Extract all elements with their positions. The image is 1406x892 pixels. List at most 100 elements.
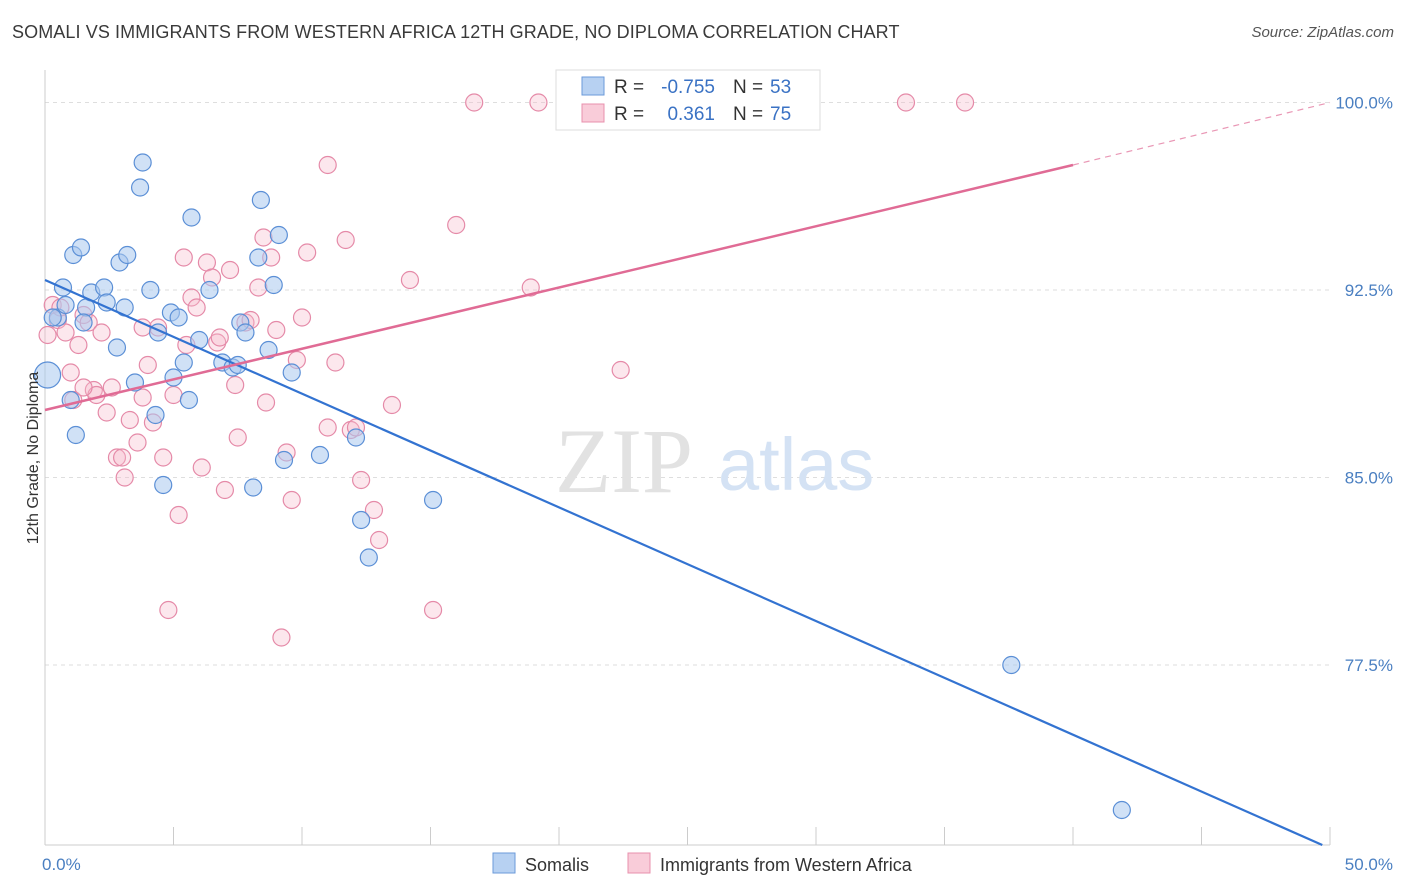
point-somali <box>154 475 173 495</box>
legend-n-waf: 75 <box>770 104 791 125</box>
point-waf <box>955 93 975 112</box>
point-waf <box>465 93 484 112</box>
point-waf <box>174 248 193 267</box>
point-somali <box>249 248 268 267</box>
point-somali <box>141 280 160 300</box>
y-tick-labels: 77.5% 85.0% 92.5% 100.0% <box>1335 94 1393 676</box>
trend-waf <box>44 163 1074 412</box>
point-somali <box>71 238 91 257</box>
point-waf <box>529 93 548 112</box>
point-waf <box>115 468 134 487</box>
point-somali <box>269 225 288 245</box>
point-waf <box>182 288 201 307</box>
legend-n-label: N = <box>733 77 763 98</box>
point-waf <box>210 328 229 347</box>
point-waf <box>352 470 371 490</box>
point-waf <box>226 375 245 395</box>
trend-lines <box>44 101 1331 847</box>
point-waf <box>128 433 147 452</box>
chart-title: SOMALI VS IMMIGRANTS FROM WESTERN AFRICA… <box>12 22 900 42</box>
point-waf <box>138 355 157 375</box>
point-somali <box>200 280 219 300</box>
watermark-atlas: atlas <box>718 423 874 506</box>
legend-bottom: Somalis Immigrants from Western Africa <box>492 852 913 875</box>
point-waf <box>169 505 188 525</box>
legend-r-label: R = <box>614 77 644 98</box>
point-waf <box>74 378 93 397</box>
point-waf <box>521 278 540 297</box>
x-tick-label: 0.0% <box>42 855 81 874</box>
point-waf <box>254 228 273 247</box>
legend-top: R = -0.755 N = 53 R = 0.361 N = 75 <box>555 69 821 131</box>
legend-bottom-waf: Immigrants from Western Africa <box>660 855 913 875</box>
point-somali <box>133 153 152 172</box>
point-waf <box>159 600 178 620</box>
chart-source: Source: ZipAtlas.com <box>1251 24 1394 41</box>
y-axis-label: 12th Grade, No Diploma <box>25 372 42 545</box>
point-waf <box>120 410 139 430</box>
legend-swatch-waf <box>581 103 605 123</box>
point-waf <box>164 385 183 405</box>
point-somali <box>282 363 301 382</box>
point-somali <box>33 361 62 389</box>
point-waf <box>112 448 132 467</box>
point-somali <box>346 428 366 447</box>
point-somali <box>146 405 165 425</box>
point-somali <box>259 340 278 360</box>
point-somali <box>66 425 85 445</box>
point-somali <box>359 548 378 567</box>
legend-bottom-swatch-waf <box>627 852 651 874</box>
point-waf <box>220 260 240 280</box>
legend-bottom-somalis: Somalis <box>525 855 589 875</box>
point-waf <box>336 230 355 250</box>
point-waf <box>318 155 337 175</box>
point-waf <box>611 360 630 380</box>
point-somali <box>107 338 127 357</box>
trend-somalis <box>44 278 1323 847</box>
point-waf <box>56 323 75 342</box>
point-waf <box>326 353 345 372</box>
point-somali <box>310 445 330 465</box>
point-waf <box>69 335 88 355</box>
point-waf <box>292 308 312 327</box>
point-waf <box>249 278 268 297</box>
x-tick-label: 50.0% <box>1345 855 1393 874</box>
point-somali <box>274 450 294 470</box>
legend-n-label-2: N = <box>733 104 763 125</box>
point-somali <box>1112 800 1131 820</box>
point-somali <box>130 178 150 197</box>
point-waf <box>267 320 286 340</box>
point-waf <box>272 628 291 647</box>
axes <box>44 70 1331 846</box>
point-waf <box>400 270 420 290</box>
point-waf <box>228 428 247 447</box>
point-waf <box>208 333 227 352</box>
point-somali <box>244 478 263 497</box>
point-somali <box>264 275 283 295</box>
point-waf <box>382 395 402 415</box>
point-somali <box>118 245 137 265</box>
legend-r-waf: 0.361 <box>667 104 715 125</box>
point-somali <box>1002 655 1021 675</box>
trend-waf-extension <box>1072 101 1331 166</box>
point-waf <box>107 448 127 467</box>
point-somali <box>56 295 75 315</box>
point-somali <box>169 308 188 327</box>
y-tick-label: 77.5% <box>1345 656 1393 675</box>
legend-swatch-somalis <box>581 76 605 96</box>
point-somali <box>352 510 371 530</box>
point-waf <box>896 93 916 112</box>
legend-r-label-2: R = <box>614 104 644 125</box>
point-somali <box>179 390 199 410</box>
point-waf <box>154 448 173 467</box>
point-waf <box>370 530 389 550</box>
point-waf <box>61 363 80 382</box>
y-tick-label: 92.5% <box>1345 281 1393 300</box>
point-waf <box>187 298 206 317</box>
point-waf <box>92 323 111 342</box>
legend-r-somalis: -0.755 <box>661 77 715 98</box>
watermark: ZIP atlas <box>555 410 874 512</box>
legend-bottom-swatch-somalis <box>492 852 516 874</box>
series-somalis <box>33 153 1131 820</box>
